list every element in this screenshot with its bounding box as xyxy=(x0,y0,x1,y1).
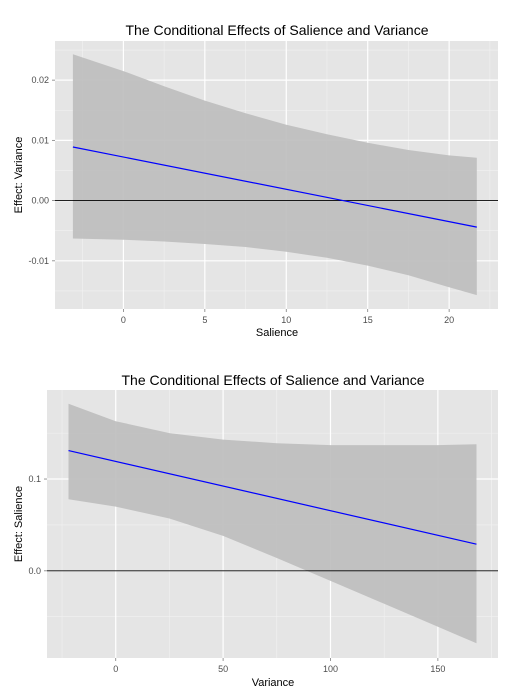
chart-1-y-tick-label: 0.01 xyxy=(31,135,49,145)
chart-panel-1: The Conditional Effects of Salience and … xyxy=(13,22,498,339)
chart-1-y-ticks: -0.01 0.00 0.01 0.02 xyxy=(28,75,55,266)
chart-2-y-tick-label: 0.0 xyxy=(28,566,41,576)
chart-2-effect-line xyxy=(68,450,477,545)
chart-1-y-tick-label: 0.00 xyxy=(31,196,49,206)
chart-2-x-axis-label: Variance xyxy=(252,677,295,689)
chart-1-title: The Conditional Effects of Salience and … xyxy=(125,22,428,38)
chart-2-y-ticks: 0.0 0.1 xyxy=(28,474,47,576)
chart-2-x-tick-label: 50 xyxy=(218,664,228,674)
chart-1-x-axis-label: Salience xyxy=(256,327,298,339)
chart-2-x-tick-label: 100 xyxy=(323,664,338,674)
chart-1-x-tick-label: 0 xyxy=(121,315,126,325)
chart-1-x-tick-label: 10 xyxy=(281,315,291,325)
chart-2-line-layer xyxy=(68,450,477,545)
chart-1-y-tick-label: 0.02 xyxy=(31,75,49,85)
chart-1-y-tick-label: -0.01 xyxy=(28,256,49,266)
chart-2-y-tick-label: 0.1 xyxy=(28,474,41,484)
chart-1-ribbon-layer xyxy=(72,54,477,296)
chart-2-confidence-band xyxy=(68,403,477,644)
chart-1-x-tick-label: 15 xyxy=(363,315,373,325)
chart-2-ribbon-layer xyxy=(68,403,477,644)
chart-2-x-tick-label: 150 xyxy=(430,664,445,674)
chart-panel-2: The Conditional Effects of Salience and … xyxy=(13,372,498,689)
chart-1-x-ticks: 0 5 10 15 20 xyxy=(121,309,454,325)
chart-2-x-tick-label: 0 xyxy=(113,664,118,674)
chart-1-line-layer xyxy=(72,146,477,228)
chart-1-confidence-band xyxy=(72,54,477,296)
chart-1-x-tick-label: 20 xyxy=(444,315,454,325)
chart-1-y-axis-label: Effect: Variance xyxy=(13,137,25,214)
chart-2-title: The Conditional Effects of Salience and … xyxy=(121,372,424,388)
chart-2-x-ticks: 0 50 100 150 xyxy=(113,658,445,674)
chart-1-x-tick-label: 5 xyxy=(202,315,207,325)
chart-1-effect-line xyxy=(72,146,477,228)
chart-2-y-axis-label: Effect: Salience xyxy=(13,486,25,562)
